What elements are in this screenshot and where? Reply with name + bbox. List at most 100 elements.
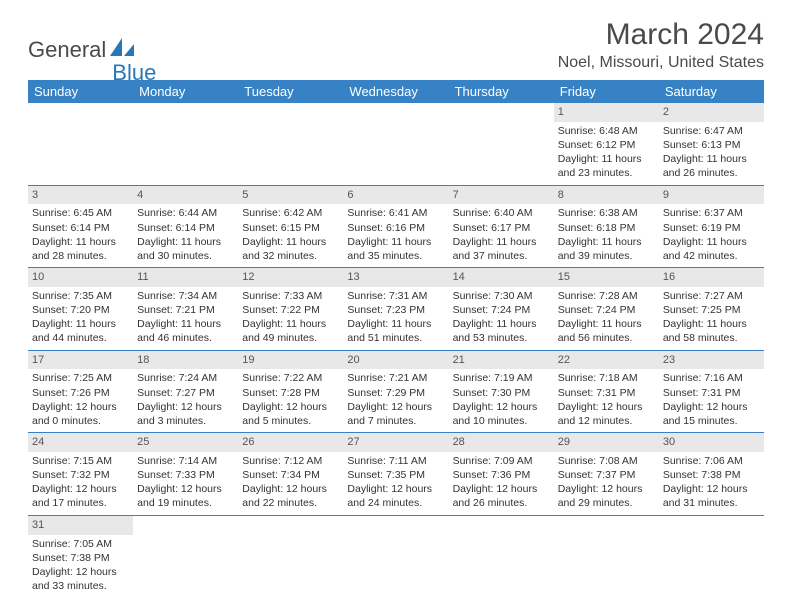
daylight-text-1: Daylight: 11 hours (663, 152, 760, 166)
logo-text-blue: Blue (112, 60, 156, 86)
daylight-text-1: Daylight: 11 hours (242, 235, 339, 249)
day-content: Sunrise: 7:06 AMSunset: 7:38 PMDaylight:… (659, 452, 764, 515)
weekday-header: Thursday (449, 80, 554, 103)
daylight-text-2: and 10 minutes. (453, 414, 550, 428)
daylight-text-1: Daylight: 11 hours (347, 235, 444, 249)
day-number: 27 (343, 433, 448, 452)
day-number: 20 (343, 351, 448, 370)
daylight-text-1: Daylight: 12 hours (558, 482, 655, 496)
daylight-text-2: and 22 minutes. (242, 496, 339, 510)
weekday-header: Friday (554, 80, 659, 103)
daylight-text-2: and 3 minutes. (137, 414, 234, 428)
sunset-text: Sunset: 7:37 PM (558, 468, 655, 482)
calendar-day-cell: 27Sunrise: 7:11 AMSunset: 7:35 PMDayligh… (343, 433, 448, 516)
sunrise-text: Sunrise: 6:42 AM (242, 206, 339, 220)
calendar-day-cell: 3Sunrise: 6:45 AMSunset: 6:14 PMDaylight… (28, 185, 133, 268)
daylight-text-1: Daylight: 12 hours (663, 400, 760, 414)
day-content: Sunrise: 6:48 AMSunset: 6:12 PMDaylight:… (554, 122, 659, 185)
calendar-day-cell: 13Sunrise: 7:31 AMSunset: 7:23 PMDayligh… (343, 268, 448, 351)
sunrise-text: Sunrise: 7:28 AM (558, 289, 655, 303)
daylight-text-2: and 29 minutes. (558, 496, 655, 510)
sunrise-text: Sunrise: 6:47 AM (663, 124, 760, 138)
daylight-text-2: and 33 minutes. (32, 579, 129, 593)
sunrise-text: Sunrise: 7:30 AM (453, 289, 550, 303)
sunrise-text: Sunrise: 7:21 AM (347, 371, 444, 385)
sunset-text: Sunset: 7:31 PM (663, 386, 760, 400)
calendar-day-cell (28, 103, 133, 185)
calendar-body: 1Sunrise: 6:48 AMSunset: 6:12 PMDaylight… (28, 103, 764, 597)
sunset-text: Sunset: 7:25 PM (663, 303, 760, 317)
sunrise-text: Sunrise: 7:12 AM (242, 454, 339, 468)
calendar-day-cell: 23Sunrise: 7:16 AMSunset: 7:31 PMDayligh… (659, 350, 764, 433)
sunset-text: Sunset: 7:31 PM (558, 386, 655, 400)
sunset-text: Sunset: 6:12 PM (558, 138, 655, 152)
day-content: Sunrise: 6:38 AMSunset: 6:18 PMDaylight:… (554, 204, 659, 267)
calendar-day-cell (133, 103, 238, 185)
day-content: Sunrise: 7:15 AMSunset: 7:32 PMDaylight:… (28, 452, 133, 515)
calendar-day-cell: 9Sunrise: 6:37 AMSunset: 6:19 PMDaylight… (659, 185, 764, 268)
day-content: Sunrise: 7:35 AMSunset: 7:20 PMDaylight:… (28, 287, 133, 350)
sunset-text: Sunset: 7:24 PM (558, 303, 655, 317)
calendar-day-cell: 20Sunrise: 7:21 AMSunset: 7:29 PMDayligh… (343, 350, 448, 433)
day-number: 7 (449, 186, 554, 205)
calendar-day-cell: 14Sunrise: 7:30 AMSunset: 7:24 PMDayligh… (449, 268, 554, 351)
sunrise-text: Sunrise: 7:31 AM (347, 289, 444, 303)
sunrise-text: Sunrise: 7:25 AM (32, 371, 129, 385)
day-number: 13 (343, 268, 448, 287)
calendar-day-cell: 15Sunrise: 7:28 AMSunset: 7:24 PMDayligh… (554, 268, 659, 351)
calendar-day-cell: 10Sunrise: 7:35 AMSunset: 7:20 PMDayligh… (28, 268, 133, 351)
day-number: 10 (28, 268, 133, 287)
sunset-text: Sunset: 7:28 PM (242, 386, 339, 400)
sunset-text: Sunset: 6:13 PM (663, 138, 760, 152)
calendar-day-cell: 11Sunrise: 7:34 AMSunset: 7:21 PMDayligh… (133, 268, 238, 351)
day-number: 12 (238, 268, 343, 287)
calendar-day-cell: 30Sunrise: 7:06 AMSunset: 7:38 PMDayligh… (659, 433, 764, 516)
sunrise-text: Sunrise: 7:24 AM (137, 371, 234, 385)
sunrise-text: Sunrise: 7:19 AM (453, 371, 550, 385)
day-content: Sunrise: 7:27 AMSunset: 7:25 PMDaylight:… (659, 287, 764, 350)
calendar-day-cell (133, 515, 238, 597)
sunset-text: Sunset: 7:34 PM (242, 468, 339, 482)
sunrise-text: Sunrise: 7:15 AM (32, 454, 129, 468)
daylight-text-2: and 51 minutes. (347, 331, 444, 345)
daylight-text-2: and 53 minutes. (453, 331, 550, 345)
calendar-day-cell (343, 515, 448, 597)
sunset-text: Sunset: 7:35 PM (347, 468, 444, 482)
day-number: 18 (133, 351, 238, 370)
daylight-text-1: Daylight: 11 hours (32, 317, 129, 331)
calendar-day-cell: 16Sunrise: 7:27 AMSunset: 7:25 PMDayligh… (659, 268, 764, 351)
daylight-text-1: Daylight: 12 hours (347, 482, 444, 496)
day-number: 24 (28, 433, 133, 452)
sunset-text: Sunset: 7:27 PM (137, 386, 234, 400)
daylight-text-1: Daylight: 12 hours (663, 482, 760, 496)
sunset-text: Sunset: 7:22 PM (242, 303, 339, 317)
calendar-day-cell: 17Sunrise: 7:25 AMSunset: 7:26 PMDayligh… (28, 350, 133, 433)
sunrise-text: Sunrise: 7:06 AM (663, 454, 760, 468)
day-content: Sunrise: 6:42 AMSunset: 6:15 PMDaylight:… (238, 204, 343, 267)
daylight-text-2: and 42 minutes. (663, 249, 760, 263)
sunset-text: Sunset: 6:14 PM (32, 221, 129, 235)
daylight-text-2: and 23 minutes. (558, 166, 655, 180)
sunset-text: Sunset: 6:19 PM (663, 221, 760, 235)
daylight-text-1: Daylight: 12 hours (32, 482, 129, 496)
calendar-day-cell (659, 515, 764, 597)
sunrise-text: Sunrise: 6:38 AM (558, 206, 655, 220)
day-number: 16 (659, 268, 764, 287)
sunset-text: Sunset: 7:20 PM (32, 303, 129, 317)
daylight-text-2: and 39 minutes. (558, 249, 655, 263)
calendar-day-cell: 8Sunrise: 6:38 AMSunset: 6:18 PMDaylight… (554, 185, 659, 268)
day-content: Sunrise: 6:40 AMSunset: 6:17 PMDaylight:… (449, 204, 554, 267)
calendar-day-cell: 31Sunrise: 7:05 AMSunset: 7:38 PMDayligh… (28, 515, 133, 597)
day-content: Sunrise: 7:14 AMSunset: 7:33 PMDaylight:… (133, 452, 238, 515)
day-content: Sunrise: 7:19 AMSunset: 7:30 PMDaylight:… (449, 369, 554, 432)
sunset-text: Sunset: 7:36 PM (453, 468, 550, 482)
calendar-day-cell (449, 103, 554, 185)
daylight-text-1: Daylight: 12 hours (242, 400, 339, 414)
weekday-header: Wednesday (343, 80, 448, 103)
daylight-text-2: and 19 minutes. (137, 496, 234, 510)
day-content: Sunrise: 6:37 AMSunset: 6:19 PMDaylight:… (659, 204, 764, 267)
day-number: 31 (28, 516, 133, 535)
daylight-text-1: Daylight: 11 hours (32, 235, 129, 249)
calendar-day-cell: 1Sunrise: 6:48 AMSunset: 6:12 PMDaylight… (554, 103, 659, 185)
sunrise-text: Sunrise: 7:34 AM (137, 289, 234, 303)
